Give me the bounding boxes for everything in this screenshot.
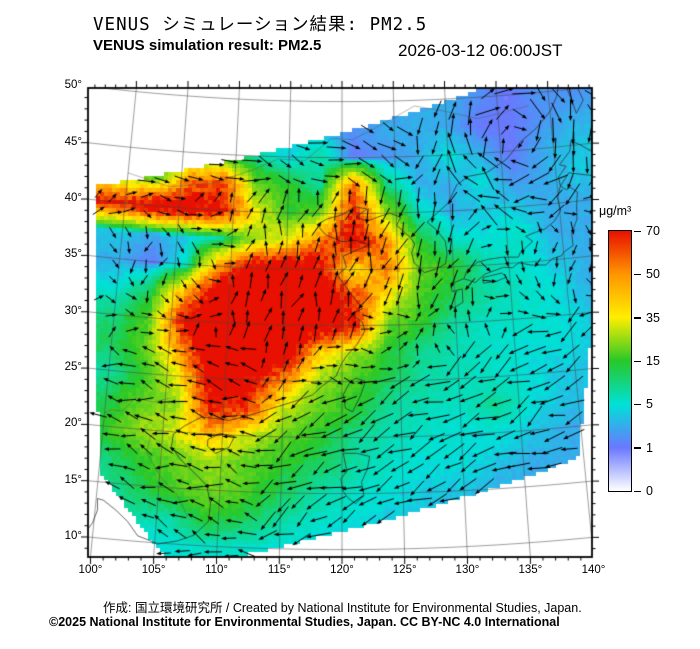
colorbar-tick [634,360,641,362]
lat-tick-label: 40° [64,192,82,205]
lon-tick-label: 105° [141,564,166,576]
lat-tick-label: 50° [64,79,82,92]
footer-license: ©2025 National Institute for Environment… [49,615,560,629]
colorbar-tick-label: 15 [646,354,660,368]
footer-credit: 作成: 国立環境研究所 / Created by National Instit… [103,601,582,615]
colorbar-tick [634,230,641,232]
colorbar-tick-label: 70 [646,224,660,238]
lat-tick-label: 20° [64,417,82,430]
page-title-english: VENUS simulation result: PM2.5 [93,37,322,54]
lon-tick-label: 135° [518,564,543,576]
colorbar-tick [634,403,641,406]
colorbar-tick [634,447,641,449]
colorbar-gradient [608,230,632,492]
lat-tick-label: 25° [64,361,82,374]
colorbar-tick [634,490,641,492]
colorbar-tick-label: 35 [646,310,660,325]
lon-tick-label: 125° [392,564,417,576]
colorbar-tick-label: 0 [646,484,653,498]
lon-tick-label: 100° [78,564,103,576]
page-title-japanese: VENUS シミュレーション結果: PM2.5 [93,15,428,35]
colorbar-tick [634,273,641,276]
lon-tick-label: 130° [455,564,480,576]
lat-tick-label: 30° [64,304,82,317]
colorbar-tick-label: 1 [646,440,653,455]
colorbar-tick-label: 50 [646,267,660,282]
valid-datetime-label: 2026-03-12 06:00JST [398,41,563,60]
colorbar-tick [634,317,641,319]
lat-tick-label: 15° [64,473,82,486]
lon-tick-label: 120° [330,564,354,576]
colorbar: 0 1 5 15 35 50 70 [608,224,698,498]
lat-tick-label: 45° [64,135,82,148]
lon-tick-label: 110° [205,564,228,576]
lat-tick-label: 35° [64,248,82,261]
lat-tick-label: 10° [64,529,82,542]
lon-tick-label: 140° [581,564,606,576]
lon-tick-label: 115° [267,564,291,576]
colorbar-tick-label: 5 [646,397,653,412]
colorbar-unit-label: μg/m³ [599,204,632,218]
